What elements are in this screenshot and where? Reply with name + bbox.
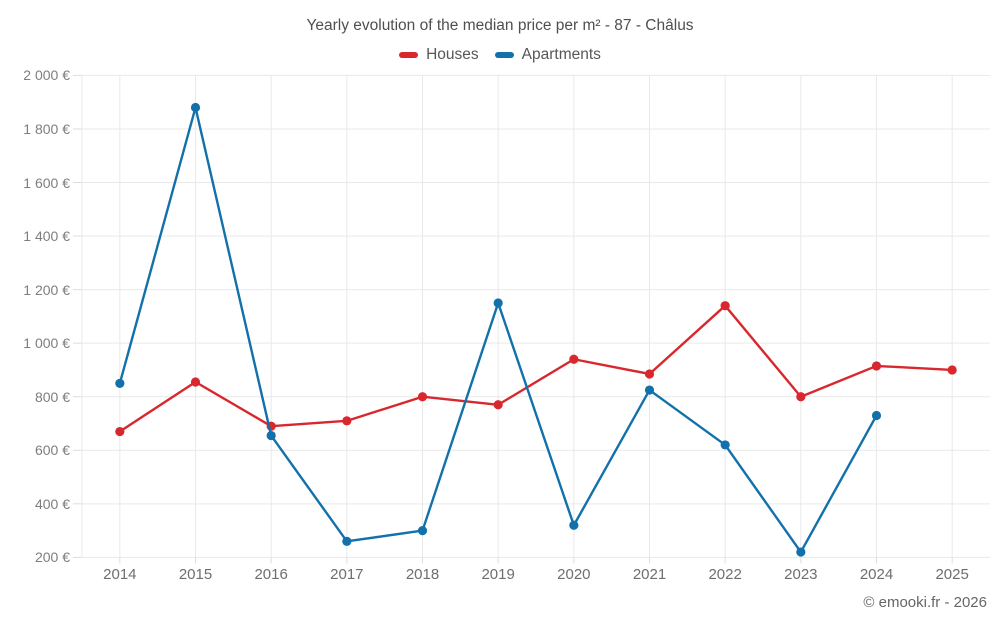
x-axis-label: 2018 [405, 566, 440, 583]
data-point-houses[interactable] [190, 377, 201, 387]
legend-label: Apartments [521, 46, 601, 63]
data-point-houses[interactable] [569, 354, 579, 364]
x-axis-label: 2016 [254, 566, 288, 583]
data-point-houses[interactable] [493, 400, 503, 410]
data-point-houses[interactable] [720, 301, 730, 311]
x-axis-label: 2022 [708, 566, 742, 583]
data-point-apartments[interactable] [190, 102, 201, 113]
legend-item-houses[interactable]: Houses [399, 46, 479, 64]
x-axis-label: 2017 [330, 566, 364, 583]
legend: Houses Apartments [0, 46, 1000, 64]
data-point-apartments[interactable] [796, 547, 806, 557]
data-point-houses[interactable] [796, 392, 806, 402]
series-line-houses [118, 304, 954, 433]
y-axis-label: 600 € [34, 442, 70, 459]
y-axis-label: 2 000 € [23, 67, 70, 84]
x-axis-label: 2015 [178, 566, 213, 583]
x-axis-label: 2023 [784, 566, 818, 583]
apartments-swatch-icon [494, 52, 514, 58]
x-axis-label: 2025 [935, 566, 969, 583]
y-axis-label: 1 600 € [23, 174, 70, 191]
data-point-houses[interactable] [871, 361, 882, 371]
legend-label: Houses [426, 46, 479, 63]
data-point-apartments[interactable] [342, 536, 352, 546]
data-point-apartments[interactable] [493, 298, 503, 308]
data-point-apartments[interactable] [720, 440, 730, 450]
y-axis-label: 200 € [34, 549, 70, 566]
y-axis-label: 1 800 € [23, 120, 70, 137]
legend-item-apartments[interactable]: Apartments [494, 46, 601, 64]
houses-swatch-icon [399, 52, 419, 58]
x-axis-label: 2019 [481, 566, 515, 583]
data-point-houses[interactable] [947, 365, 957, 375]
x-axis-label: 2020 [557, 566, 591, 583]
data-point-houses[interactable] [644, 369, 655, 379]
data-point-apartments[interactable] [417, 526, 428, 536]
y-axis-label: 1 000 € [23, 335, 70, 352]
data-point-apartments[interactable] [266, 430, 276, 441]
chart-title: Yearly evolution of the median price per… [306, 17, 694, 34]
y-axis-label: 800 € [34, 388, 70, 405]
y-axis-label: 1 200 € [23, 281, 70, 298]
y-axis-label: 1 400 € [23, 228, 70, 245]
y-axis-label: 400 € [34, 495, 70, 512]
footer-credit: © emooki.fr - 2026 [863, 594, 987, 611]
data-point-houses[interactable] [342, 416, 352, 426]
x-axis-label: 2024 [859, 566, 894, 583]
data-point-apartments[interactable] [644, 385, 655, 395]
x-axis-label: 2014 [103, 566, 137, 583]
data-point-houses[interactable] [115, 426, 125, 437]
data-point-apartments[interactable] [115, 378, 125, 388]
data-point-apartments[interactable] [569, 520, 579, 530]
data-point-houses[interactable] [417, 392, 428, 402]
x-axis-label: 2021 [632, 566, 667, 583]
data-point-apartments[interactable] [871, 410, 882, 421]
